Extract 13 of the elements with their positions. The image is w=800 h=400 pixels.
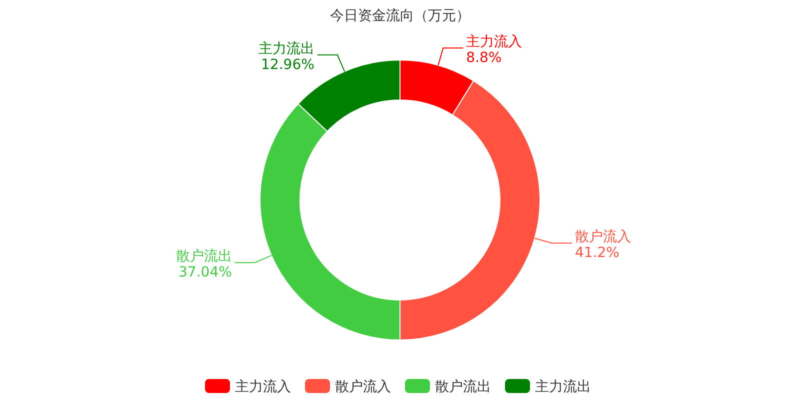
legend-label: 主力流入 [235, 379, 291, 395]
slice-label: 主力流出 [258, 40, 314, 57]
slice-label: 散户流出 [176, 248, 232, 265]
data-label: 37.04% [178, 264, 232, 281]
chart-title: 今日资金流向（万元） [330, 8, 470, 24]
data-label: 12.96% [261, 56, 314, 73]
data-label: 8.8% [466, 50, 502, 66]
legend-label: 散户流出 [435, 379, 491, 395]
slice-label: 主力流入 [466, 34, 522, 50]
data-label: 41.2% [575, 245, 620, 262]
legend-label: 主力流出 [535, 379, 591, 395]
legend-label: 散户流入 [335, 379, 391, 395]
slice-label: 散户流入 [575, 229, 631, 246]
